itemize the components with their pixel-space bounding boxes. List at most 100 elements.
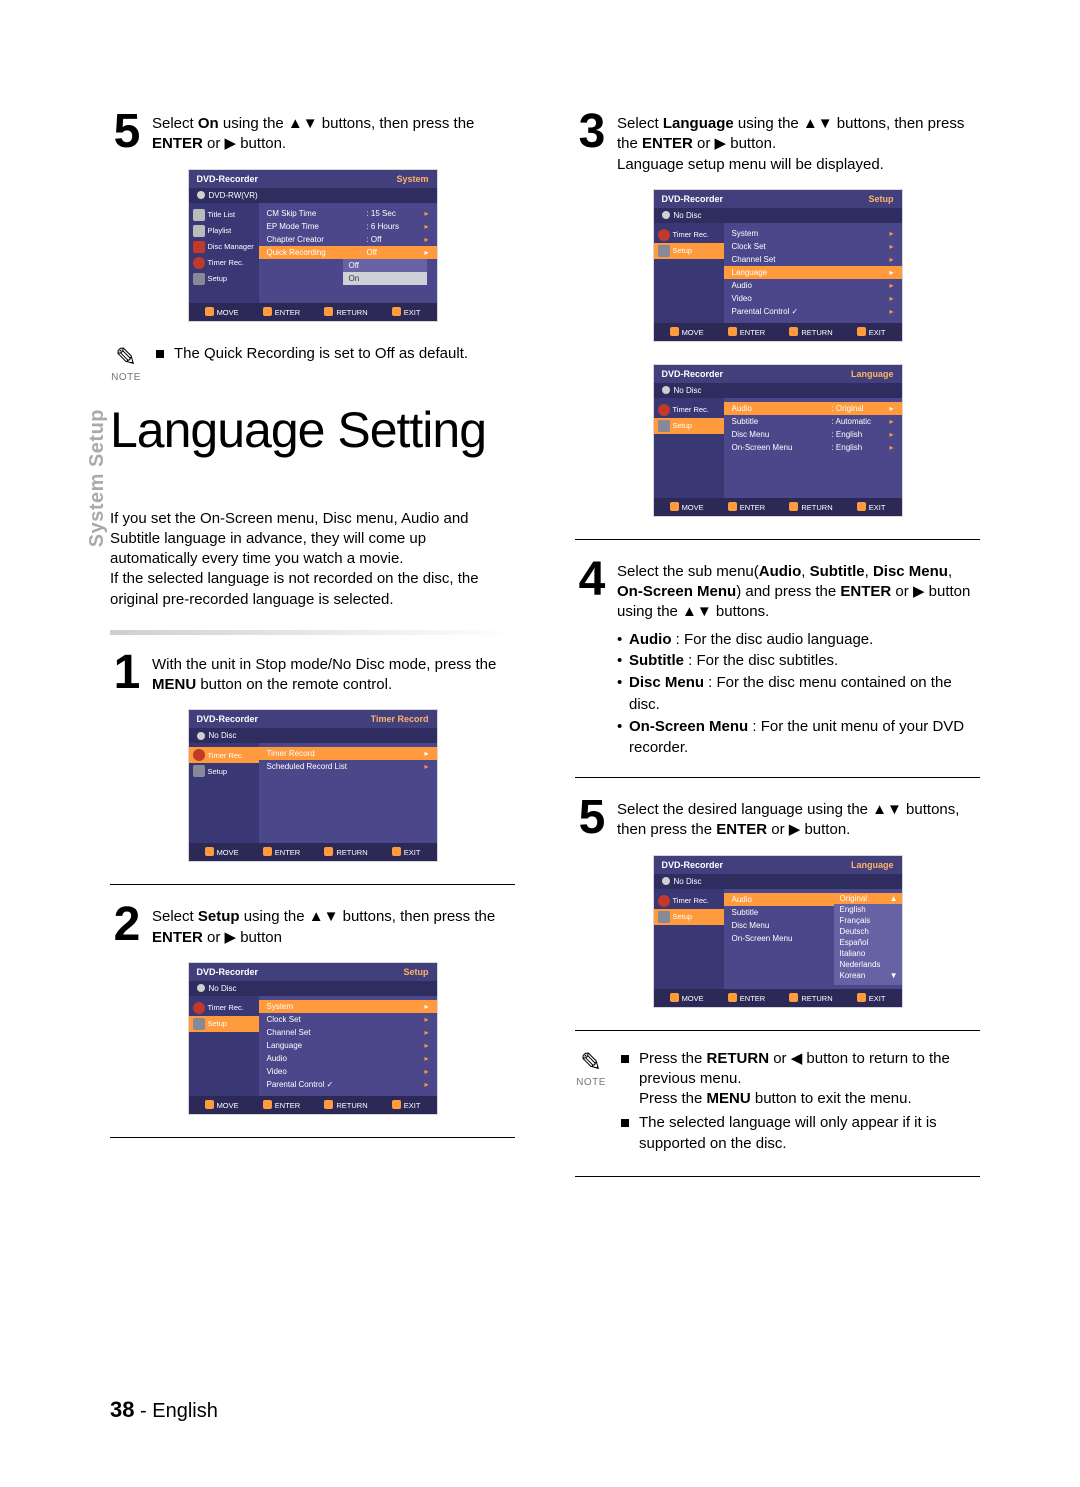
side-item: Setup [673, 421, 693, 430]
step-3: 3 Select Language using the ▲▼ buttons, … [575, 110, 980, 175]
row-val: : 6 Hours [366, 222, 424, 231]
arrow-icon: ▸ [424, 1054, 428, 1063]
foot-return: RETURN [324, 847, 367, 857]
up-arrow-icon: ▲ [890, 894, 898, 903]
left-column: 5 Select On using the ▲▼ buttons, then p… [110, 110, 515, 1195]
step-1: 1 With the unit in Stop mode/No Disc mod… [110, 651, 515, 696]
arrow-icon: ▸ [424, 1080, 428, 1089]
side-item: Timer Rec. [208, 258, 244, 267]
t: Press the [639, 1050, 707, 1067]
note-return-menu: ✎ NOTE Press the RETURN or ◀ button to r… [575, 1049, 980, 1158]
step-text: Select the desired language using the ▲▼… [617, 796, 980, 841]
row-label: Audio [732, 404, 832, 413]
heading-language-setting: System Setup Language Setting If you set… [110, 401, 515, 610]
rule [575, 1176, 980, 1177]
menu-title: DVD-Recorder [197, 174, 259, 184]
step-4: 4 Select the sub menu(Audio, Subtitle, D… [575, 558, 980, 759]
t: With the unit in Stop mode/No Disc mode,… [152, 656, 496, 673]
step-text: Select On using the ▲▼ buttons, then pre… [152, 110, 515, 155]
menu-section: Language [851, 860, 894, 870]
arrow-icon: ▸ [889, 430, 893, 439]
foot-enter: ENTER [263, 847, 300, 857]
note-text: The Quick Recording is set to Off as def… [174, 344, 468, 364]
row-label: Disc Menu [732, 921, 826, 930]
b: Subtitle [810, 563, 865, 580]
foot-exit: EXIT [392, 847, 421, 857]
side-item: Disc Manager [208, 242, 254, 251]
arrow-icon: ▸ [424, 749, 428, 758]
row-label: Quick Recording [267, 248, 367, 257]
step-text: Select the sub menu(Audio, Subtitle, Dis… [617, 558, 980, 759]
side-item: Setup [673, 246, 693, 255]
right-column: 3 Select Language using the ▲▼ buttons, … [575, 110, 980, 1195]
setup-icon [658, 420, 670, 432]
arrow-icon: ▸ [889, 255, 893, 264]
arrow-icon: ▸ [424, 762, 428, 771]
t: Language setup menu will be displayed. [617, 156, 884, 173]
side-item: Timer Rec. [673, 230, 709, 239]
b: Subtitle [629, 652, 684, 669]
menu-title: DVD-Recorder [662, 860, 724, 870]
row-label: Subtitle [732, 908, 826, 917]
step-text: Select Setup using the ▲▼ buttons, then … [152, 903, 515, 948]
note-line: The selected language will only appear i… [639, 1113, 980, 1154]
arrow-icon: ▸ [889, 281, 893, 290]
row-val: : Automatic [831, 417, 889, 426]
menu-title: DVD-Recorder [197, 967, 259, 977]
menu-subtitle: No Disc [674, 211, 702, 220]
t: Select [152, 115, 198, 132]
step-number: 4 [575, 558, 609, 759]
row-label: Parental Control ✓ [732, 307, 890, 316]
row-label: Video [267, 1067, 425, 1076]
foot-move: MOVE [205, 307, 239, 317]
side-item: Setup [208, 274, 228, 283]
menu-subtitle: No Disc [209, 731, 237, 740]
t: Select [152, 908, 198, 925]
lang-option: Korean [840, 971, 866, 980]
setup-icon [193, 273, 205, 285]
intro-p1: If you set the On-Screen menu, Disc menu… [110, 510, 469, 568]
rule [110, 884, 515, 885]
menu-title: DVD-Recorder [197, 714, 259, 724]
row-val: : English [831, 443, 889, 452]
page-language: English [152, 1400, 218, 1422]
side-item: Setup [208, 1019, 228, 1028]
bullet-icon [156, 350, 164, 358]
t: using the ▲▼ buttons, then press the [219, 115, 475, 132]
timer-rec-icon [193, 1002, 205, 1014]
intro-text: If you set the On-Screen menu, Disc menu… [110, 509, 515, 610]
menu-language: DVD-Recorder Language No Disc Timer Rec.… [653, 364, 903, 517]
arrow-icon: ▸ [424, 1028, 428, 1037]
b: ENTER [716, 821, 767, 838]
menu-subtitle: No Disc [674, 877, 702, 886]
row-val: : English [831, 430, 889, 439]
disc-icon [662, 877, 670, 885]
row-label: Audio [267, 1054, 425, 1063]
row-val: : Original [831, 404, 889, 413]
foot-return: RETURN [789, 327, 832, 337]
side-item: Title List [208, 210, 236, 219]
row-label: Video [732, 294, 890, 303]
side-item: Timer Rec. [208, 751, 244, 760]
menu-setup: DVD-Recorder Setup No Disc Timer Rec. Se… [188, 962, 438, 1115]
timer-rec-icon [193, 749, 205, 761]
arrow-icon: ▸ [889, 268, 893, 277]
t: or ▶ button. [693, 135, 776, 152]
rule [110, 630, 515, 635]
foot-exit: EXIT [857, 327, 886, 337]
arrow-icon: ▸ [424, 1015, 428, 1024]
b: MENU [707, 1090, 751, 1107]
timer-rec-icon [658, 229, 670, 241]
opt: On [349, 274, 360, 283]
t: or ▶ button. [203, 135, 286, 152]
lang-option: Original [840, 894, 868, 903]
side-item: Timer Rec. [673, 405, 709, 414]
side-item: Timer Rec. [208, 1003, 244, 1012]
lang-option: English [840, 905, 866, 914]
bullet-icon [621, 1055, 629, 1063]
row-label: Parental Control ✓ [267, 1080, 425, 1089]
t: , [801, 563, 809, 580]
foot-enter: ENTER [728, 993, 765, 1003]
step-5-right: 5 Select the desired language using the … [575, 796, 980, 841]
menu-main: CM Skip Time: 15 Sec▸ EP Mode Time: 6 Ho… [259, 203, 437, 303]
